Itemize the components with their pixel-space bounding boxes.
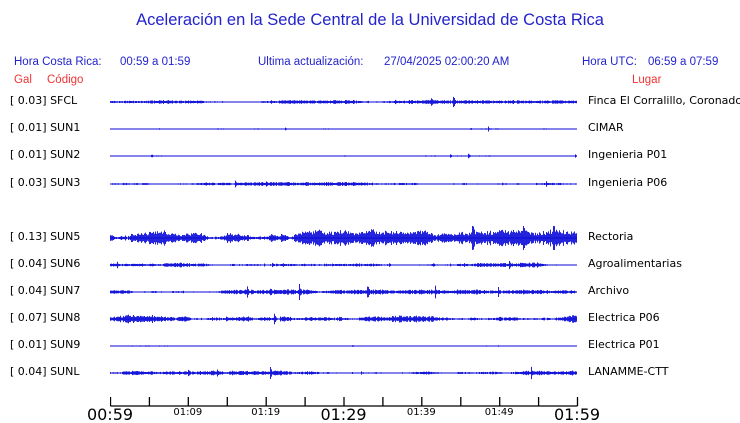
station-gal-code-label: [ 0.04] SUN6 [10,257,81,270]
page-title: Aceleración en la Sede Central de la Uni… [136,11,604,29]
station-location-label: Electrica P06 [588,311,660,324]
station-gal-code-label: [ 0.03] SFCL [10,94,78,107]
waveform-trace [110,284,577,300]
station-location-label: Ingenieria P01 [588,148,668,161]
time-axis [110,397,579,407]
ultima-actualizacion-label: Ultima actualización: [258,56,364,68]
axis-tick-label: 01:29 [320,405,367,423]
waveform-trace [110,366,577,380]
station-location-label: Ingenieria P06 [588,176,668,189]
station-gal-code-label: [ 0.04] SUN7 [10,284,81,297]
station-gal-code-label: [ 0.13] SUN5 [10,230,81,243]
station-location-label: Rectoria [588,230,634,243]
waveform-trace [110,226,577,250]
axis-tick-label: 01:59 [553,405,601,423]
column-header-lugar: Lugar [632,74,662,86]
hora-utc-value: 06:59 a 07:59 [648,56,719,68]
hora-utc-label: Hora UTC: [582,56,637,68]
station-gal-code-label: [ 0.01] SUN9 [10,338,81,351]
station-location-label: Electrica P01 [588,338,660,351]
column-header-codigo: Código [47,74,84,86]
station-location-label: Agroalimentarias [588,257,682,270]
waveform-trace [110,260,577,270]
axis-tick-label: 01:49 [484,407,514,418]
waveform-trace [110,126,577,132]
station-location-label: CIMAR [588,121,624,134]
waveform-trace [110,180,577,188]
station-gal-code-label: [ 0.01] SUN2 [10,148,81,161]
station-gal-code-label: [ 0.03] SUN3 [10,176,81,189]
waveform-trace [110,313,577,325]
station-location-label: Archivo [588,284,630,297]
waveform-trace [110,345,577,347]
waveform-trace [110,96,577,108]
hora-costa-rica-value: 00:59 a 01:59 [120,56,191,68]
station-gal-code-label: [ 0.07] SUN8 [10,311,81,324]
station-location-label: Finca El Corralillo, Coronado [588,94,740,107]
waveform-trace [110,153,577,159]
axis-tick-label: 01:19 [251,407,281,418]
station-location-label: LANAMME-CTT [588,365,669,378]
axis-tick-label: 01:39 [406,407,436,418]
station-gal-code-label: [ 0.01] SUN1 [10,121,81,134]
axis-tick-label: 00:59 [86,405,134,423]
axis-tick-label: 01:09 [173,407,203,418]
station-gal-code-label: [ 0.04] SUNL [10,365,80,378]
hora-costa-rica-label: Hora Costa Rica: [14,56,102,68]
column-header-gal: Gal [14,74,32,86]
ultima-actualizacion-value: 27/04/2025 02:00:20 AM [384,56,510,68]
